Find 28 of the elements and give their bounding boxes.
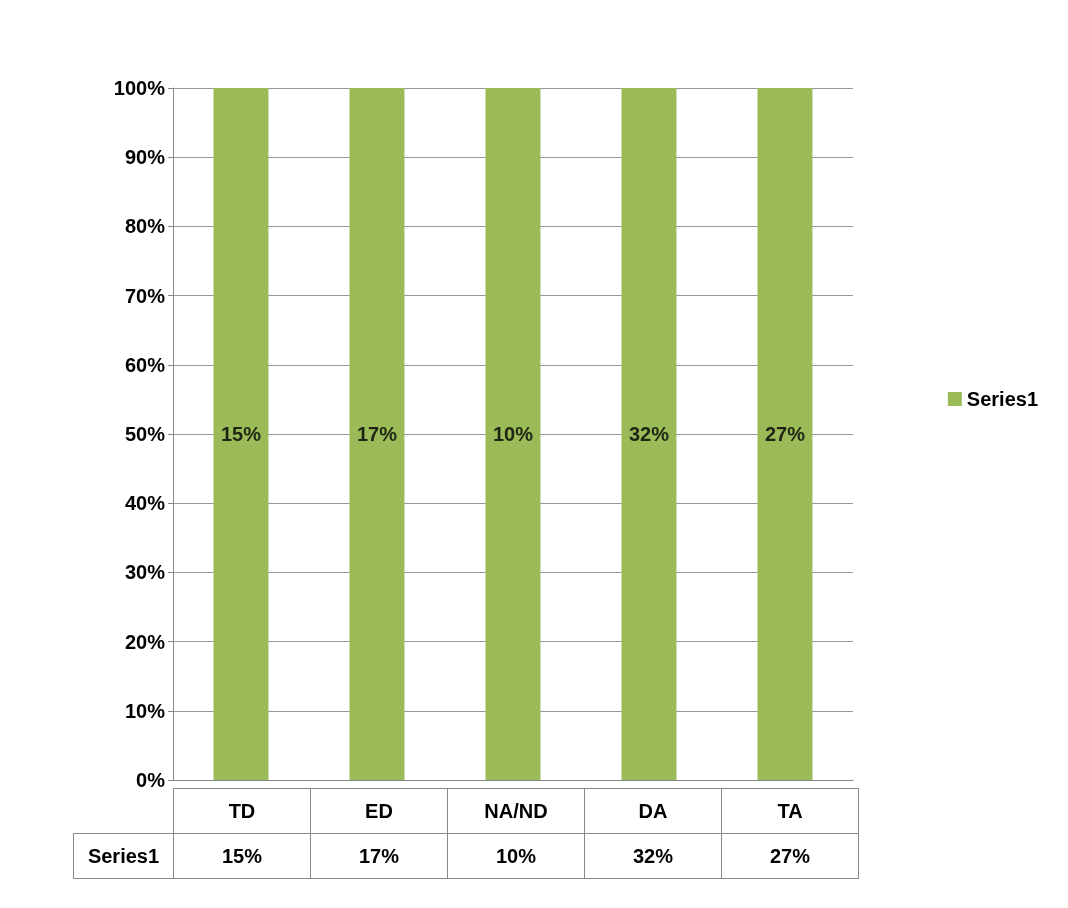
text: 15% [221,844,263,867]
y-tick-label: 90% [124,146,166,169]
y-tick-label: 50% [124,423,166,445]
text: 32% [632,844,674,867]
y-tick-label: 80% [124,215,166,238]
y-tick-label: 100% [113,77,166,99]
x-tick-label: DA [584,788,722,834]
y-tick-label: 20% [124,630,166,653]
y-tick-label: 30% [124,561,166,584]
annotation: 17% [356,423,398,445]
y-tick-label: 10% [124,699,166,722]
text: 17% [358,844,400,867]
x-tick-label: NA/ND [447,788,585,834]
y-tick-label: 40% [124,492,166,515]
x-tick-label: TA [721,788,859,834]
legend-label: Series1 [966,388,1038,410]
text: Series1 [87,844,160,867]
text: 27% [769,844,811,867]
y-tick-label: 70% [124,284,166,307]
x-tick-label: TD [173,788,311,834]
x-tick-label: ED [310,788,448,834]
y-tick-label: 0% [136,769,166,791]
annotation: 27% [764,423,806,445]
annotation: 10% [492,423,534,445]
annotation: 32% [628,423,670,445]
y-tick-label: 60% [124,353,166,376]
annotation: 15% [220,423,262,445]
text: 10% [495,844,537,867]
